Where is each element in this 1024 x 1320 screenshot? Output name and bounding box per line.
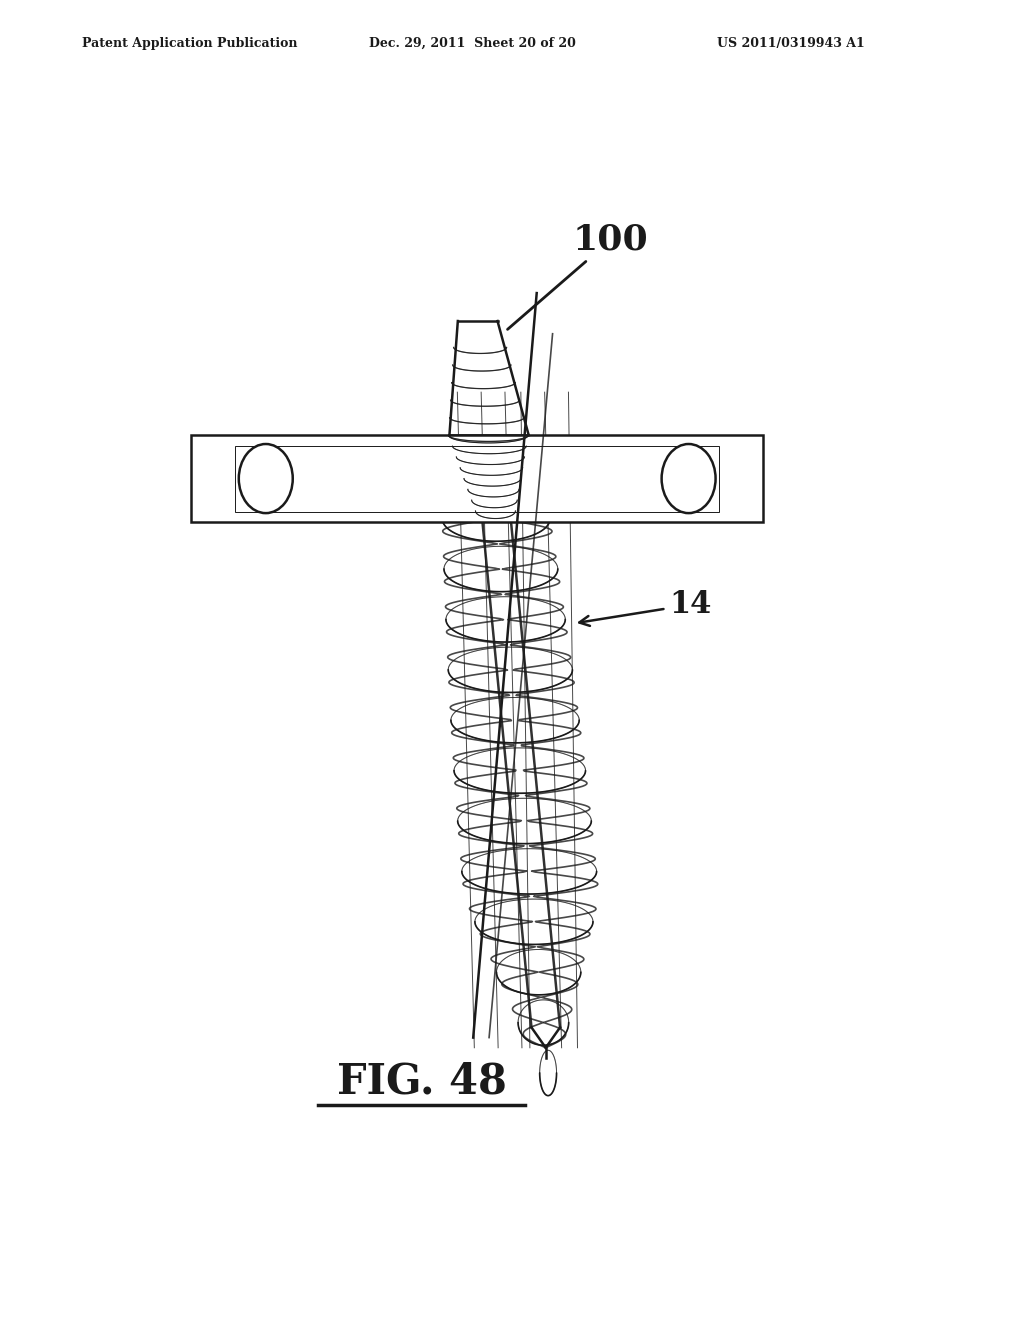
Bar (236, 446, 719, 512)
Text: FIG. 48: FIG. 48 (337, 1060, 507, 1102)
Text: 14: 14 (580, 589, 712, 626)
Text: 100: 100 (508, 223, 648, 330)
Text: Patent Application Publication: Patent Application Publication (82, 37, 297, 50)
Text: Dec. 29, 2011  Sheet 20 of 20: Dec. 29, 2011 Sheet 20 of 20 (369, 37, 575, 50)
Circle shape (239, 444, 293, 513)
Text: US 2011/0319943 A1: US 2011/0319943 A1 (717, 37, 864, 50)
Circle shape (662, 444, 716, 513)
Bar (191, 436, 763, 521)
